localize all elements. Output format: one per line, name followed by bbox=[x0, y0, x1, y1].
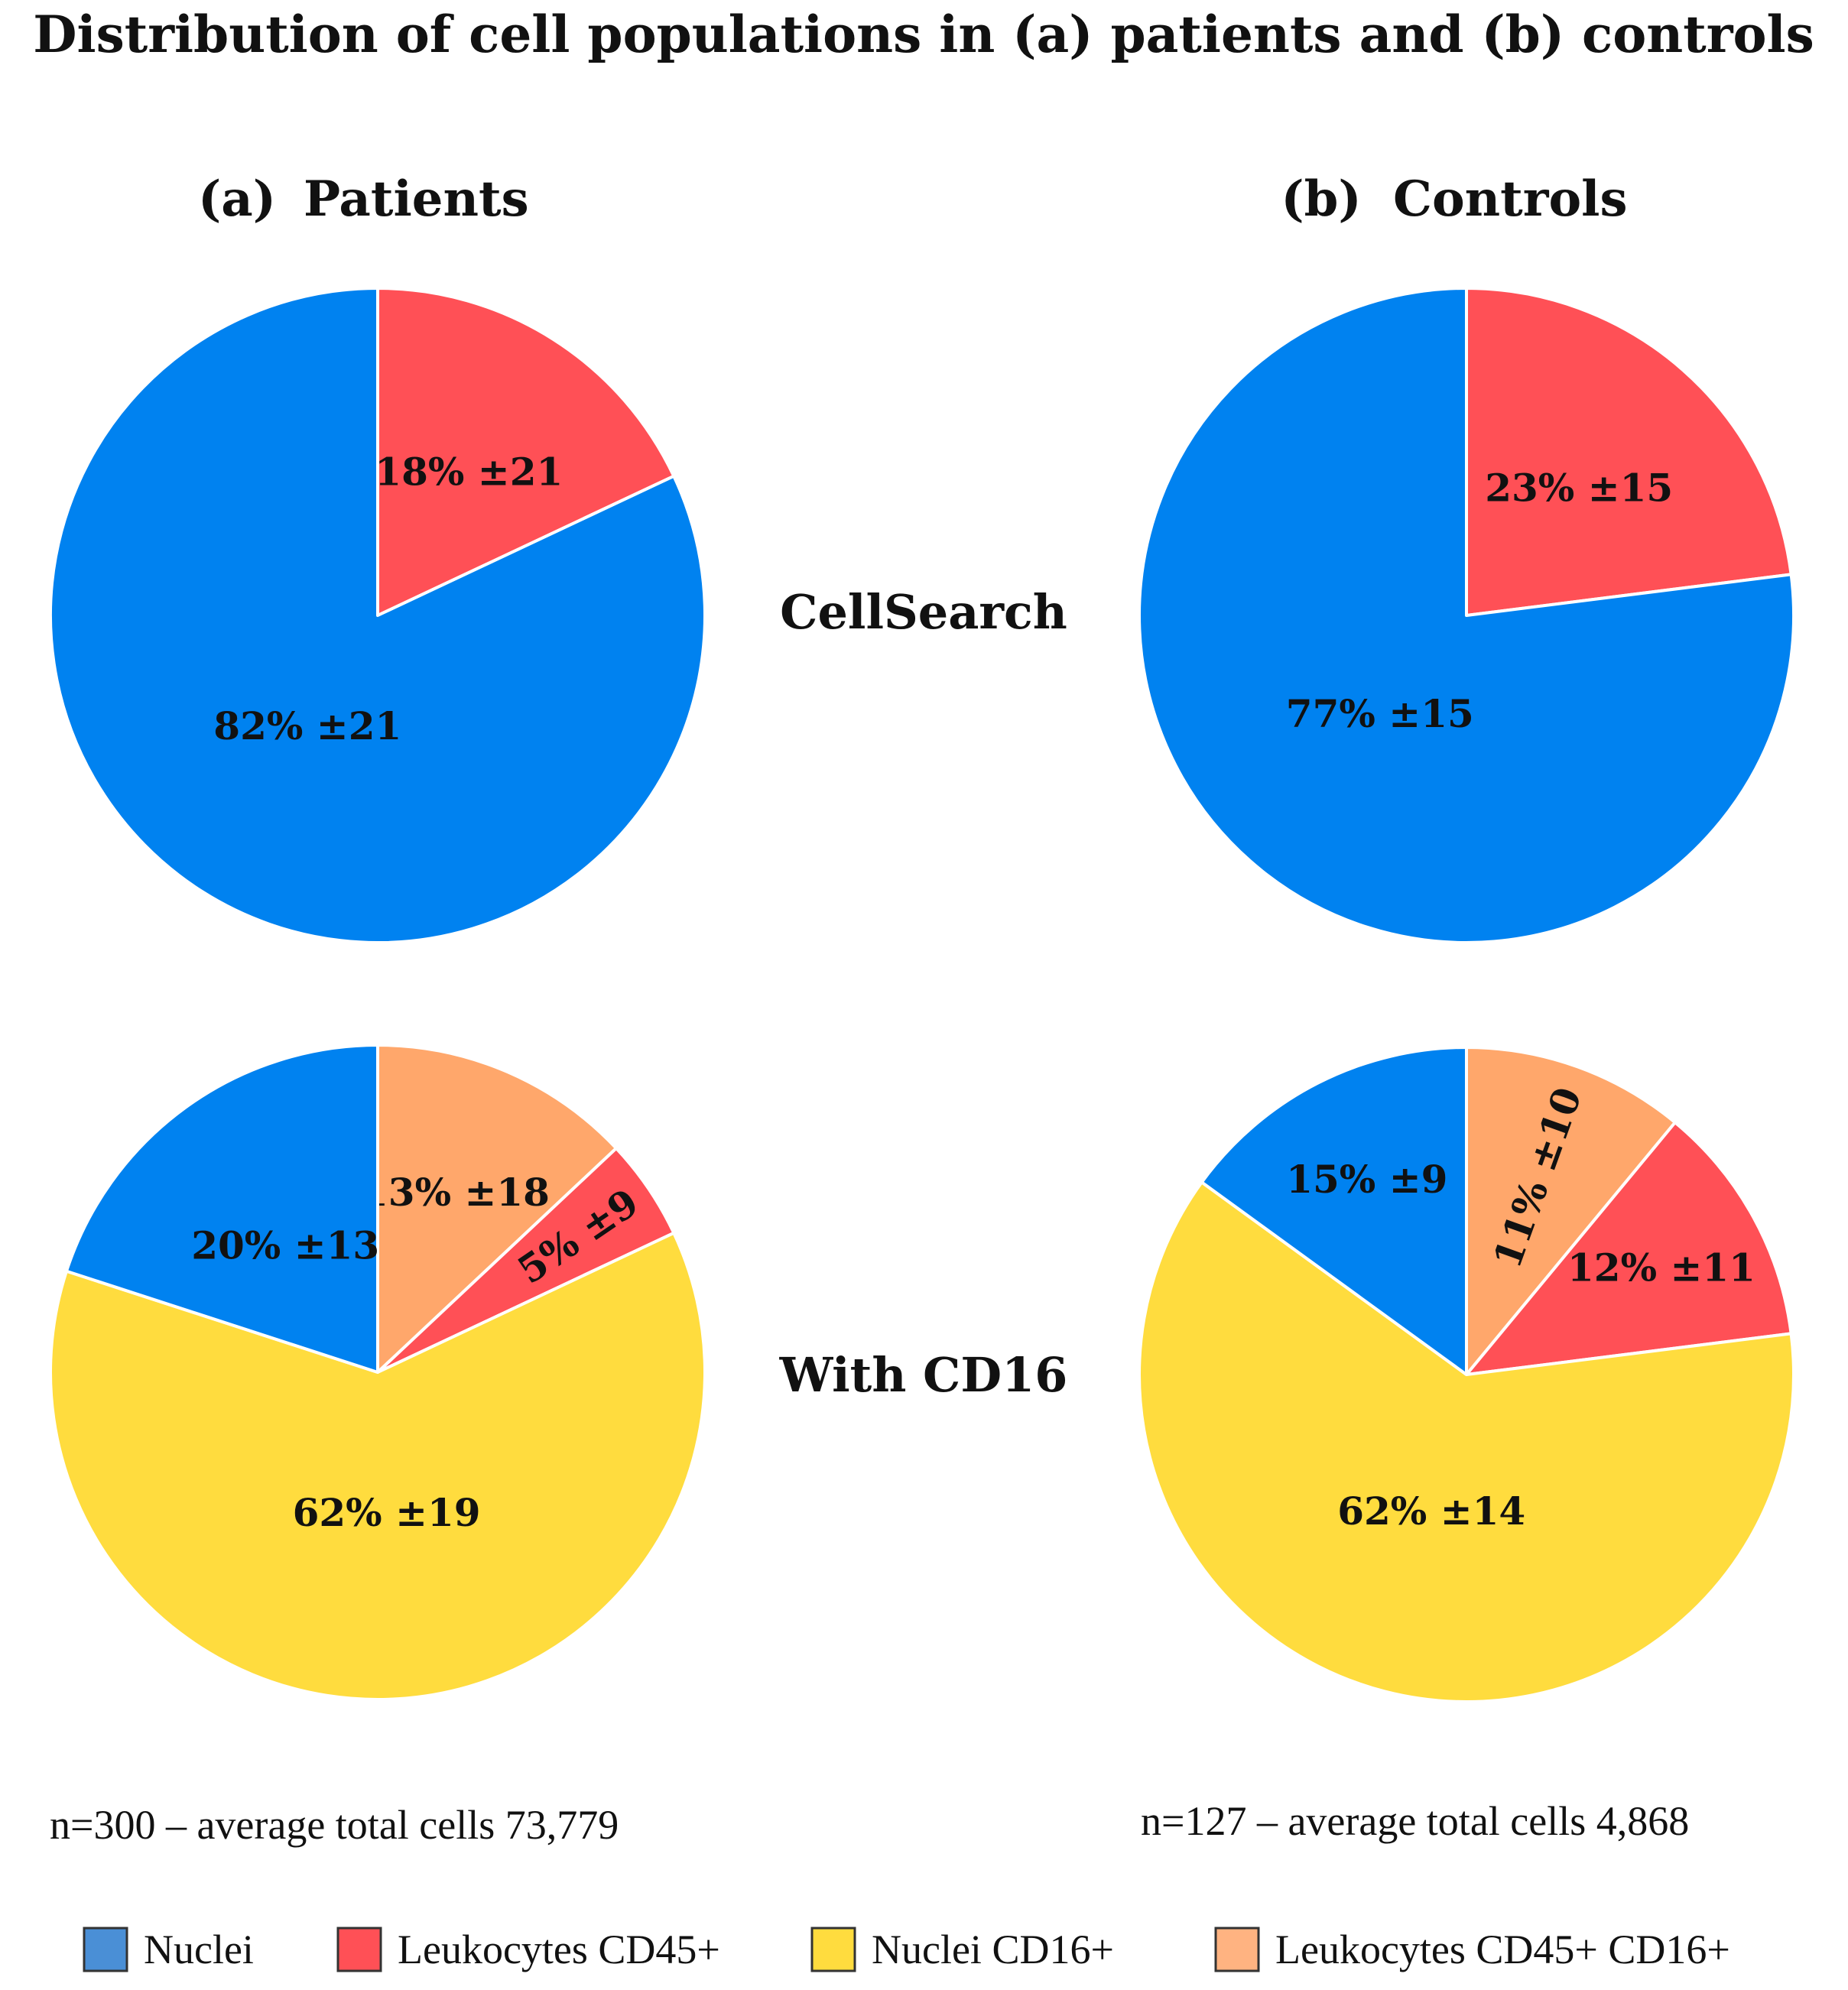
slice-label-leuko16: 13% ±18 bbox=[362, 1170, 550, 1215]
slice-label-leuko: 23% ±15 bbox=[1485, 466, 1673, 511]
legend-item-leukocytes-cd16: Leukocytes CD45+ CD16+ bbox=[1214, 1927, 1730, 1972]
pie-slice-leuko bbox=[1465, 1121, 1793, 1376]
pie-controls-cellsearch: 23% ±15 77% ±15 bbox=[1138, 287, 1795, 944]
note-controls: n=127 – average total cells 4,868 bbox=[1141, 1798, 1689, 1844]
legend-label-leukocytes: Leukocytes CD45+ bbox=[398, 1927, 720, 1972]
pie-slice-leuko bbox=[376, 287, 676, 617]
note-patients: n=300 – average total cells 73,779 bbox=[50, 1802, 619, 1848]
slice-label-nuclei: 77% ±15 bbox=[1286, 691, 1474, 736]
chart-title: Distribution of cell populations in (a) … bbox=[33, 5, 1814, 64]
legend-swatch-leukocytes bbox=[336, 1927, 382, 1972]
column-header-patients: (a) Patients bbox=[198, 170, 529, 228]
pie-slice-nuclei bbox=[1200, 1046, 1468, 1376]
column-label-patients: Patients bbox=[304, 170, 529, 228]
column-tag-a: (a) bbox=[198, 170, 276, 228]
legend-label-leukocytes-cd16: Leukocytes CD45+ CD16+ bbox=[1275, 1927, 1730, 1972]
column-label-controls: Controls bbox=[1393, 170, 1627, 228]
legend-item-nuclei-cd16: Nuclei CD16+ bbox=[810, 1927, 1114, 1972]
legend-label-nuclei-cd16: Nuclei CD16+ bbox=[872, 1927, 1114, 1972]
slice-label-nuclei16: 62% ±14 bbox=[1337, 1488, 1525, 1534]
legend-swatch-nuclei-cd16 bbox=[810, 1927, 856, 1972]
slice-label-nuclei16: 62% ±19 bbox=[293, 1490, 481, 1535]
legend-item-nuclei: Nuclei bbox=[83, 1927, 254, 1972]
pie-slice-nuclei bbox=[64, 1044, 379, 1374]
column-tag-b: (b) bbox=[1281, 170, 1361, 228]
slice-label-leuko: 18% ±21 bbox=[375, 450, 563, 495]
slice-label-nuclei: 15% ±9 bbox=[1286, 1157, 1447, 1202]
column-header-controls: (b) Controls bbox=[1281, 170, 1627, 228]
pie-slice-leuko bbox=[1465, 287, 1793, 617]
row-label-cellsearch: CellSearch bbox=[780, 584, 1067, 640]
pie-slice-leuko16 bbox=[1465, 1046, 1677, 1376]
pie-patients-cellsearch: 18% ±21 82% ±21 bbox=[49, 287, 707, 944]
pie-slice-nuclei bbox=[1138, 287, 1795, 944]
legend-swatch-nuclei bbox=[83, 1927, 128, 1972]
pie-slice-nuclei16 bbox=[1138, 1180, 1795, 1703]
slice-label-nuclei: 20% ±13 bbox=[191, 1222, 379, 1268]
legend-label-nuclei: Nuclei bbox=[144, 1927, 254, 1972]
slice-label-nuclei: 82% ±21 bbox=[213, 703, 401, 748]
slice-label-leuko: 12% ±11 bbox=[1567, 1245, 1755, 1290]
legend-item-leukocytes: Leukocytes CD45+ bbox=[336, 1927, 720, 1972]
row-label-with-cd16: With CD16 bbox=[779, 1347, 1068, 1403]
legend-swatch-leukocytes-cd16 bbox=[1214, 1927, 1260, 1972]
pie-slice-nuclei16 bbox=[49, 1231, 707, 1701]
pie-slice-leuko16 bbox=[376, 1044, 618, 1374]
pie-slice-nuclei bbox=[49, 287, 707, 944]
legend: Nuclei Leukocytes CD45+ Nuclei CD16+ Leu… bbox=[83, 1927, 1730, 1972]
